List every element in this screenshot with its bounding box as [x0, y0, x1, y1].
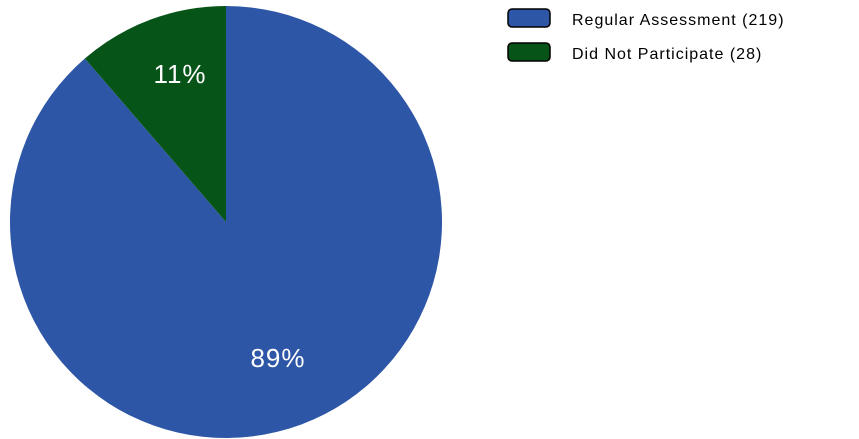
pie-slice-did-not-participate — [84, 6, 226, 222]
legend-label-regular-assessment: Regular Assessment (219) — [572, 12, 785, 29]
legend-swatch-did-not-participate — [507, 42, 551, 62]
chart-legend: Regular Assessment (219) Did Not Partici… — [507, 8, 785, 63]
legend-item-did-not-participate: Did Not Participate (28) — [507, 42, 762, 63]
legend-label-did-not-participate: Did Not Participate (28) — [572, 46, 762, 63]
pie-slice-regular-assessment — [9, 6, 442, 438]
pie-slices — [9, 6, 442, 438]
legend-item-regular-assessment: Regular Assessment (219) — [507, 8, 785, 29]
legend-swatch-regular-assessment — [507, 8, 551, 28]
pie-slice-labels: 89% 11% — [153, 59, 305, 373]
slice-label-regular-assessment: 89% — [250, 343, 305, 373]
slice-label-did-not-participate: 11% — [153, 59, 206, 89]
